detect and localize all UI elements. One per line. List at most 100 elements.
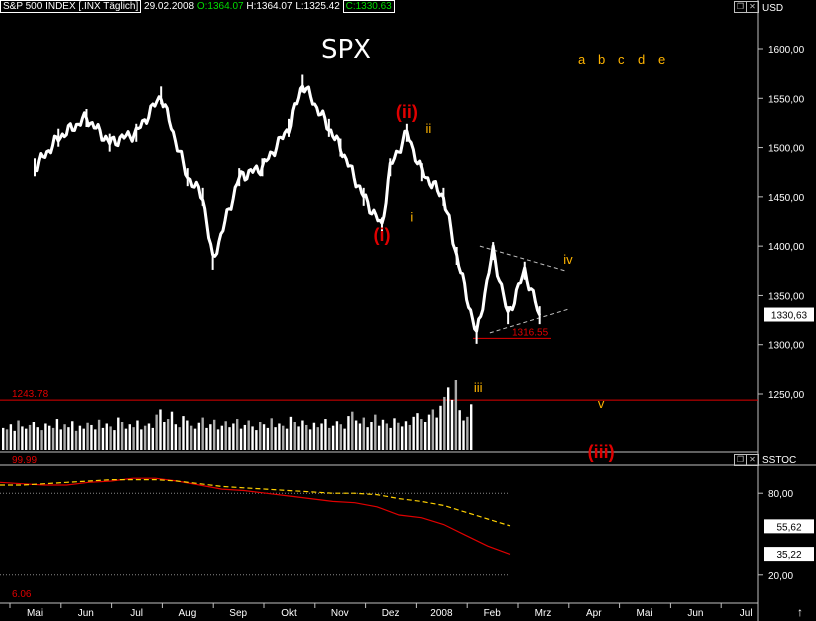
x-tick-label: Feb [484,608,502,619]
scroll-arrow-icon: ↑ [797,605,803,619]
stoch-value-box [764,547,814,562]
volume-bar [285,428,289,450]
volume-bar [393,418,396,450]
volume-bar [155,414,158,450]
volume-bar [308,429,312,450]
wave-label: (i) [373,225,390,245]
volume-bar [101,427,105,450]
volume-bar [446,387,450,450]
volume-bar [450,399,454,450]
volume-bar [28,424,32,450]
price-series [34,74,542,344]
volume-bar [423,422,427,450]
volume-bar [282,425,285,450]
volume-bar [178,427,181,450]
volume-bar [397,422,400,450]
x-tick-label: Jun [687,608,703,619]
volume-bar [124,428,128,450]
volume-bar [40,430,43,450]
annotation-letter: e [658,52,665,67]
stoch-value-label: 55,62 [776,522,801,533]
volume-bar [105,423,108,450]
volume-bar [36,427,39,450]
volume-bar [259,422,262,450]
volume-bar [51,427,55,450]
volume-bar [293,422,296,450]
support-line-label: 1243.78 [12,389,49,400]
volume-bar [201,417,204,450]
volume-bar [301,420,304,450]
volume-bar [381,419,385,450]
volume-bar [147,423,151,450]
x-tick-label: Mai [637,608,653,619]
volume-bar [159,409,162,450]
current-price-box [764,307,814,322]
stoch-value-box [764,519,814,534]
volume-bar [328,427,331,450]
volume-bar [439,405,442,450]
close-value: C:1330.63 [342,0,395,13]
volume-bar [331,425,335,450]
volume-bar [312,422,316,450]
volume-bar [136,420,139,450]
x-tick-label: Jul [740,608,753,619]
volume-bar [431,409,435,450]
volume-bar [166,419,170,450]
volume-bar [266,427,270,450]
y-tick-label: 1350,00 [768,291,805,302]
volume-bar [67,427,70,450]
volume-bar [358,423,362,450]
wave-label: i [410,210,413,225]
annotation-letter: b [598,52,605,67]
volume-bar [71,421,74,450]
volume-bar [354,420,358,450]
volume-bar [466,416,469,450]
volume-bar [216,429,220,450]
x-axis: Mai Jun Jul Aug Sep Okt Nov Dez 2008 Feb Mrz Apr Mai… [9,603,803,619]
volume-bar [377,425,381,450]
volume-bar [297,426,300,450]
low-line-label: 1316.55 [512,327,549,338]
volume-bar [435,417,438,450]
volume-bar [454,380,458,450]
y-tick-label: 1400,00 [768,242,805,253]
volume-bar [347,416,350,450]
x-tick-label: Aug [179,608,197,619]
volume-bar [324,419,327,450]
volume-bar [262,424,266,450]
stoch-value-label: 35,22 [776,550,801,561]
volume-bar [44,423,47,450]
price-line [34,84,542,333]
volume-bar [94,429,97,450]
annotation-letter: a [578,52,586,67]
volume-bar [212,419,216,450]
y-tick-label: 1300,00 [768,341,805,352]
x-tick-label: Nov [331,608,349,619]
volume-bar [224,421,227,450]
volume-bar [239,428,243,450]
volume-bar [205,427,208,450]
currency-label: USD [762,3,783,14]
volume-bar [109,426,112,450]
x-tick-label: Okt [281,608,297,619]
volume-bar [420,419,423,450]
volume-bar [458,410,461,450]
wave-label: iii [474,380,483,395]
volume-bar [82,428,85,450]
wave-label: ii [426,121,432,136]
volume-bar [90,424,93,450]
volume-bar [236,419,239,450]
y-tick-label: 1450,00 [768,193,805,204]
wave-label: (ii) [396,102,418,122]
volume-bar [232,423,235,450]
volume-bar [128,424,131,450]
volume-bar [389,427,392,450]
volume-bar [270,418,273,450]
x-tick-label: Dez [382,608,400,619]
volume-bar [370,422,373,450]
current-price-label: 1330,63 [771,311,808,322]
date-label: 29.02.2008 [144,1,195,12]
instrument-label[interactable]: S&P 500 INDEX [.INX Täglich] [0,0,142,13]
volume-bar [120,422,124,450]
